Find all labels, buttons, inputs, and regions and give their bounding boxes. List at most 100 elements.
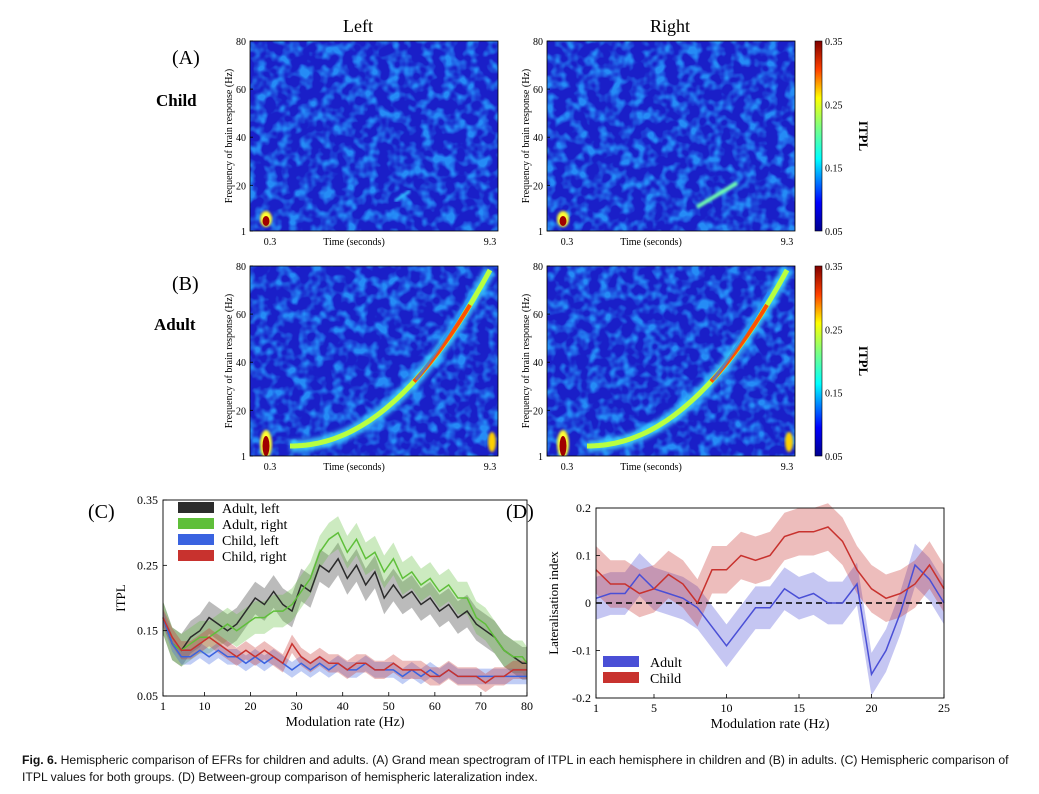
legend-swatch bbox=[178, 550, 214, 561]
x-tick-label: 10 bbox=[198, 699, 210, 713]
colorbar-tick-label: 0.15 bbox=[825, 389, 843, 400]
y-tick-label: 0.25 bbox=[137, 558, 158, 572]
x-tick-label: 0.3 bbox=[561, 237, 574, 248]
spectrogram-noise bbox=[250, 266, 498, 456]
plot-frame bbox=[162, 499, 528, 697]
legend-label: Child, left bbox=[222, 534, 279, 549]
offset-response bbox=[785, 432, 793, 452]
sweep-trace bbox=[695, 181, 739, 209]
colorbar-tick-label: 0.05 bbox=[825, 227, 843, 238]
legend-label: Child bbox=[650, 672, 681, 687]
y-tick-label: 20 bbox=[236, 406, 246, 417]
x-axis-label: Time (seconds) bbox=[323, 237, 385, 248]
x-tick-label: 9.3 bbox=[781, 237, 794, 248]
panel-label-c: (C) bbox=[88, 501, 115, 523]
y-tick-label: 60 bbox=[236, 310, 246, 321]
y-tick-label: 0.15 bbox=[137, 624, 158, 638]
spectrogram-frame bbox=[546, 40, 796, 232]
x-axis-label: Time (seconds) bbox=[620, 462, 682, 473]
y-tick-label: 40 bbox=[236, 133, 246, 144]
y-tick-label: -0.2 bbox=[572, 691, 591, 705]
colorbar-tick-label: 0.25 bbox=[825, 100, 843, 111]
itpl-line-chart: 1 10 20 30 40 50 60 70 80 0.35 0.25 0.15 0.05 Modulat… bbox=[113, 493, 533, 730]
x-tick-label: 20 bbox=[245, 699, 257, 713]
y-tick-label: 0.1 bbox=[576, 549, 591, 563]
x-tick-label: 50 bbox=[383, 699, 395, 713]
x-tick-label: 9.3 bbox=[484, 462, 497, 473]
confidence-band bbox=[596, 503, 944, 627]
y-tick-label: 1 bbox=[241, 227, 246, 238]
colorbar-tick-label: 0.05 bbox=[825, 452, 843, 463]
x-tick-label: 60 bbox=[429, 699, 441, 713]
x-axis-label: Modulation rate (Hz) bbox=[711, 717, 830, 732]
row-label-adult: Adult bbox=[154, 315, 196, 334]
legend-swatch bbox=[178, 534, 214, 545]
spectrogram-noise bbox=[547, 266, 795, 456]
caption-text: Hemispheric comparison of EFRs for child… bbox=[22, 753, 1009, 784]
x-tick-label: 1 bbox=[593, 701, 599, 715]
y-tick-label: 80 bbox=[533, 262, 543, 273]
onset-response-core bbox=[559, 436, 567, 456]
series-line bbox=[162, 617, 527, 684]
spectrogram-image bbox=[250, 41, 498, 231]
y-tick-label: 0.05 bbox=[137, 689, 158, 703]
colorbar bbox=[814, 40, 823, 232]
sweep-harmonic bbox=[414, 291, 474, 381]
x-tick-label: 15 bbox=[793, 701, 805, 715]
x-tick-label: 10 bbox=[721, 701, 733, 715]
x-tick-label: 30 bbox=[291, 699, 303, 713]
legend-label: Child, right bbox=[222, 550, 287, 565]
y-tick-label: 0 bbox=[585, 596, 591, 610]
colorbar bbox=[814, 265, 823, 457]
confidence-band bbox=[163, 608, 527, 693]
y-tick-label: 1 bbox=[241, 452, 246, 463]
colorbar-tick-label: 0.35 bbox=[825, 262, 843, 273]
x-tick-label: 70 bbox=[475, 699, 487, 713]
y-tick-label: 0.35 bbox=[137, 493, 158, 507]
colorbar-label: ITPL bbox=[856, 121, 871, 152]
onset-response-core bbox=[262, 436, 270, 456]
legend-label: Adult, left bbox=[222, 502, 280, 517]
y-axis-label: Frequency of brain response (Hz) bbox=[224, 294, 235, 428]
spectrogram-frame bbox=[249, 40, 499, 232]
y-tick-label: 40 bbox=[533, 358, 543, 369]
y-axis-label: Lateralisation index bbox=[546, 551, 561, 655]
figure: Left Right (A) Child (B) Adult (C) (D) 1… bbox=[88, 16, 950, 732]
colorbar-tick-label: 0.15 bbox=[825, 164, 843, 175]
y-tick-label: 80 bbox=[236, 262, 246, 273]
y-tick-label: 60 bbox=[533, 310, 543, 321]
sweep-harmonic bbox=[711, 291, 771, 381]
row-label-child: Child bbox=[156, 91, 197, 110]
onset-response-core bbox=[262, 216, 270, 226]
y-tick-label: 1 bbox=[538, 227, 543, 238]
column-title-left: Left bbox=[343, 16, 373, 36]
series-line bbox=[162, 557, 527, 665]
spectrogram-frame bbox=[546, 265, 796, 457]
series-line bbox=[595, 526, 945, 605]
colorbar-tick-label: 0.35 bbox=[825, 37, 843, 48]
x-tick-label: 0.3 bbox=[264, 462, 277, 473]
x-tick-label: 25 bbox=[938, 701, 950, 715]
legend-label: Adult, right bbox=[222, 518, 287, 533]
series-line bbox=[162, 531, 528, 664]
spectrogram-noise bbox=[547, 41, 795, 231]
spectrogram-noise bbox=[250, 41, 498, 231]
spectrogram-image bbox=[250, 266, 498, 456]
x-tick-label: 80 bbox=[521, 699, 533, 713]
spectrogram-a-right: 1 20 40 60 80 0.3 9.3 Time (seconds) Frequency o… bbox=[521, 37, 871, 248]
colorbar-label: ITPL bbox=[856, 346, 871, 377]
spectrogram-a-left: 1 20 40 60 80 0.3 9.3 Time (seconds) Frequency o… bbox=[224, 37, 499, 248]
x-tick-label: 0.3 bbox=[264, 237, 277, 248]
x-tick-label: 9.3 bbox=[484, 237, 497, 248]
y-tick-label: 1 bbox=[538, 452, 543, 463]
y-tick-label: 20 bbox=[533, 406, 543, 417]
y-axis-label: Frequency of brain response (Hz) bbox=[521, 69, 532, 203]
colorbar-tick-label: 0.25 bbox=[825, 325, 843, 336]
spectrogram-frame bbox=[249, 265, 499, 457]
x-tick-label: 9.3 bbox=[781, 462, 794, 473]
y-tick-label: 60 bbox=[236, 85, 246, 96]
x-axis-label: Time (seconds) bbox=[323, 462, 385, 473]
legend-swatch bbox=[603, 672, 639, 683]
y-tick-label: -0.1 bbox=[572, 644, 591, 658]
